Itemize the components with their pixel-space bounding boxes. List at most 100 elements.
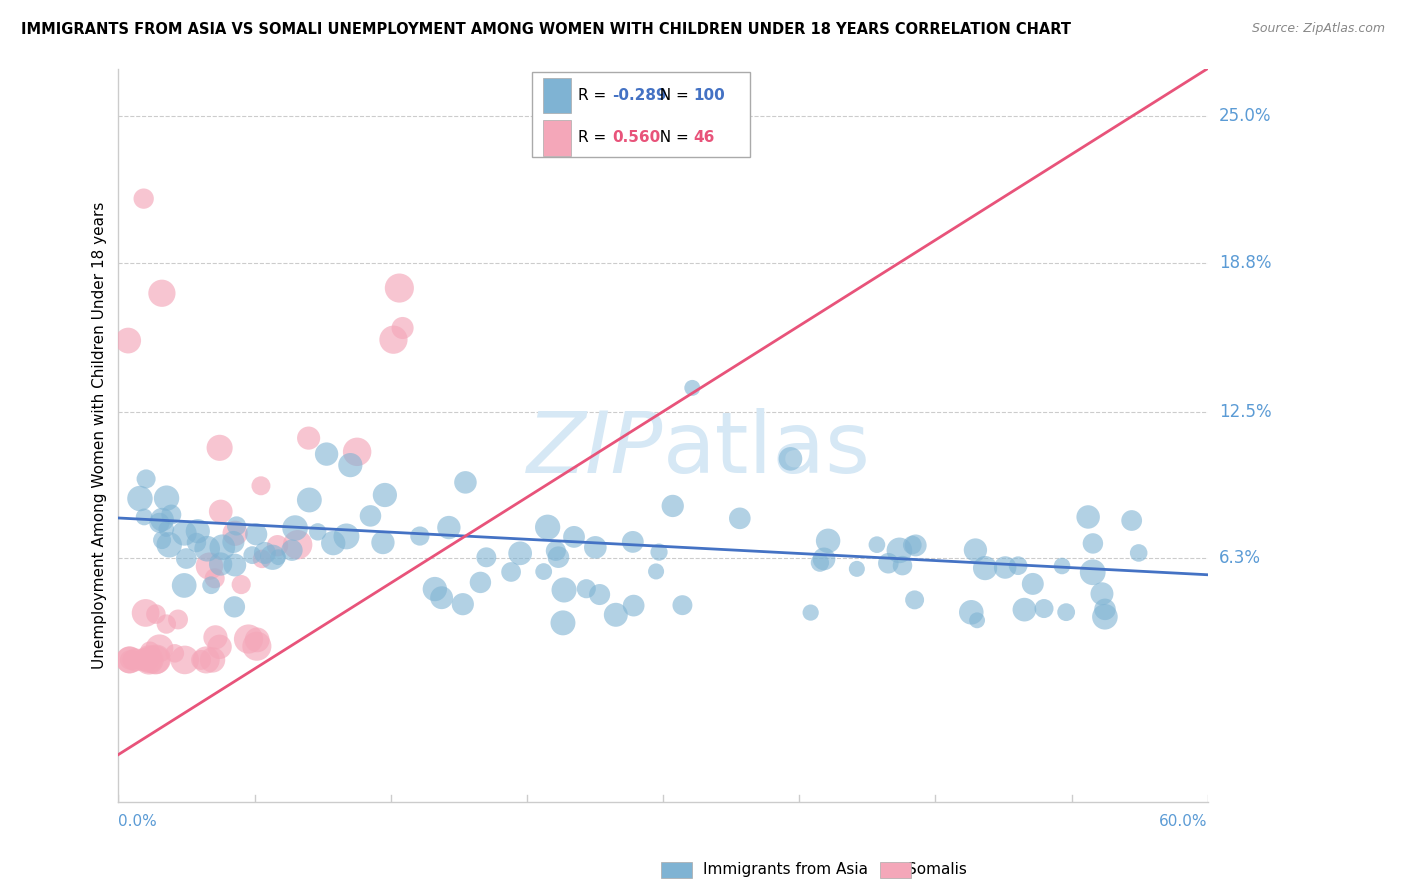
Point: [904, 538, 927, 552]
Point: [198, 559, 221, 574]
Point: [134, 510, 156, 524]
Point: [1094, 602, 1116, 616]
Text: -0.289: -0.289: [612, 88, 666, 103]
Point: [648, 545, 671, 559]
Point: [135, 472, 157, 486]
Point: [201, 653, 224, 667]
Point: [423, 582, 446, 596]
Point: [121, 653, 143, 667]
Text: 12.5%: 12.5%: [1219, 402, 1271, 420]
Point: [588, 588, 610, 602]
Point: [253, 546, 276, 560]
Point: [262, 550, 284, 565]
Point: [173, 526, 195, 541]
Point: [454, 475, 477, 490]
Point: [173, 578, 195, 592]
Point: [224, 599, 246, 614]
Point: [877, 556, 900, 570]
Point: [138, 653, 160, 667]
Point: [118, 653, 141, 667]
Text: Source: ZipAtlas.com: Source: ZipAtlas.com: [1251, 22, 1385, 36]
Point: [138, 653, 160, 667]
Point: [1054, 605, 1077, 619]
Y-axis label: Unemployment Among Women with Children Under 18 years: Unemployment Among Women with Children U…: [93, 202, 107, 669]
Point: [544, 544, 567, 558]
Point: [246, 632, 269, 647]
Text: IMMIGRANTS FROM ASIA VS SOMALI UNEMPLOYMENT AMONG WOMEN WITH CHILDREN UNDER 18 Y: IMMIGRANTS FROM ASIA VS SOMALI UNEMPLOYM…: [21, 22, 1071, 37]
Point: [224, 558, 246, 572]
Point: [1007, 558, 1029, 573]
Point: [167, 612, 190, 626]
Point: [1094, 609, 1116, 624]
Point: [966, 613, 988, 627]
Point: [409, 529, 432, 543]
Point: [391, 321, 413, 335]
Point: [297, 431, 319, 445]
Point: [238, 632, 260, 646]
Point: [1022, 577, 1045, 591]
Point: [209, 504, 232, 518]
Point: [501, 565, 523, 579]
Point: [621, 535, 644, 549]
Point: [222, 535, 245, 549]
Text: 100: 100: [693, 88, 725, 103]
Point: [287, 538, 309, 552]
Point: [475, 550, 498, 565]
Point: [208, 441, 231, 455]
Point: [208, 640, 231, 654]
Point: [176, 551, 198, 566]
Point: [145, 607, 167, 621]
FancyBboxPatch shape: [533, 72, 751, 156]
Point: [1121, 514, 1143, 528]
Point: [1081, 566, 1104, 580]
Point: [129, 491, 152, 506]
Point: [155, 617, 177, 632]
Point: [605, 607, 627, 622]
Point: [148, 641, 170, 656]
Point: [1050, 559, 1073, 574]
Point: [204, 631, 226, 645]
Point: [157, 538, 180, 552]
Point: [163, 646, 186, 660]
Point: [245, 527, 267, 541]
Point: [800, 606, 823, 620]
Point: [681, 381, 703, 395]
Point: [266, 539, 288, 553]
Point: [281, 543, 304, 558]
Point: [547, 550, 569, 565]
Point: [267, 550, 290, 565]
Text: 25.0%: 25.0%: [1219, 107, 1271, 125]
Point: [195, 653, 218, 667]
Text: 46: 46: [693, 130, 716, 145]
Point: [155, 491, 177, 505]
Point: [645, 565, 668, 579]
Text: 0.0%: 0.0%: [118, 814, 157, 829]
Point: [671, 598, 693, 612]
Point: [145, 652, 167, 666]
Point: [866, 538, 889, 552]
Point: [231, 577, 253, 591]
Point: [135, 606, 157, 620]
Point: [118, 653, 141, 667]
Text: Immigrants from Asia: Immigrants from Asia: [703, 863, 868, 877]
Point: [240, 548, 263, 562]
Point: [346, 445, 368, 459]
Text: 60.0%: 60.0%: [1160, 814, 1208, 829]
FancyBboxPatch shape: [543, 78, 571, 113]
Point: [562, 530, 585, 544]
Text: atlas: atlas: [664, 409, 872, 491]
Point: [139, 644, 162, 658]
Point: [551, 615, 574, 630]
Point: [891, 558, 914, 573]
Point: [451, 597, 474, 611]
Point: [1077, 510, 1099, 524]
Point: [960, 605, 983, 619]
Point: [250, 479, 273, 493]
Point: [1128, 546, 1150, 560]
Point: [374, 488, 396, 502]
Point: [779, 451, 801, 466]
Point: [1014, 602, 1036, 616]
Point: [965, 543, 987, 558]
Point: [575, 582, 598, 596]
Text: Somalis: Somalis: [907, 863, 967, 877]
